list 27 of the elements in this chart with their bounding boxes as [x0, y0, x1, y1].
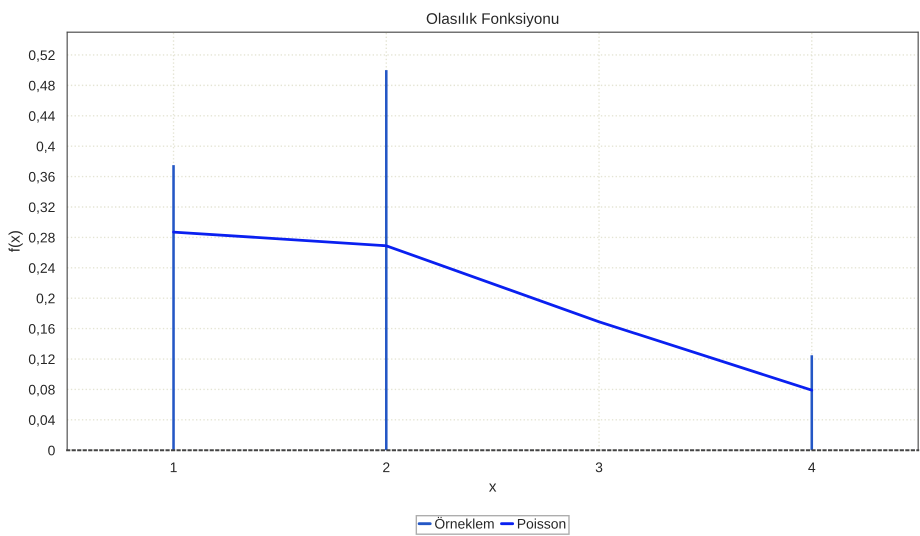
x-tick-label: 1 — [170, 462, 177, 472]
legend-label: Poisson — [518, 518, 566, 529]
y-tick-label: 0,24 — [28, 263, 55, 275]
y-tick-label: 0,16 — [28, 324, 55, 336]
bar — [172, 165, 175, 450]
y-axis-title: f(x) — [8, 231, 23, 252]
y-tick-label: 0,2 — [36, 294, 55, 306]
y-tick-label: 0,32 — [28, 202, 55, 214]
y-tick-label: 0,08 — [28, 384, 55, 396]
legend-label: Örneklem — [435, 516, 494, 529]
y-tick-label: 0,12 — [28, 354, 55, 366]
bar — [810, 355, 814, 450]
x-tick-label: 2 — [383, 462, 390, 472]
y-tick-label: 0,4 — [36, 142, 55, 153]
y-tick-label: 0,36 — [28, 172, 55, 184]
y-tick-label: 0,52 — [28, 50, 55, 62]
y-tick-label: 0,28 — [28, 232, 55, 244]
y-tick-label: 0,04 — [28, 415, 55, 427]
chart-title: Olasılık Fonksiyonu — [426, 12, 558, 27]
bar — [385, 70, 388, 450]
x-axis-title: x — [489, 484, 496, 492]
y-tick-label: 0,44 — [28, 111, 55, 123]
x-tick-label: 4 — [808, 462, 816, 472]
x-tick-label: 3 — [596, 462, 602, 472]
line-series — [172, 230, 814, 392]
y-tick-label: 0,48 — [28, 80, 55, 92]
y-tick-label: 0 — [48, 446, 55, 456]
